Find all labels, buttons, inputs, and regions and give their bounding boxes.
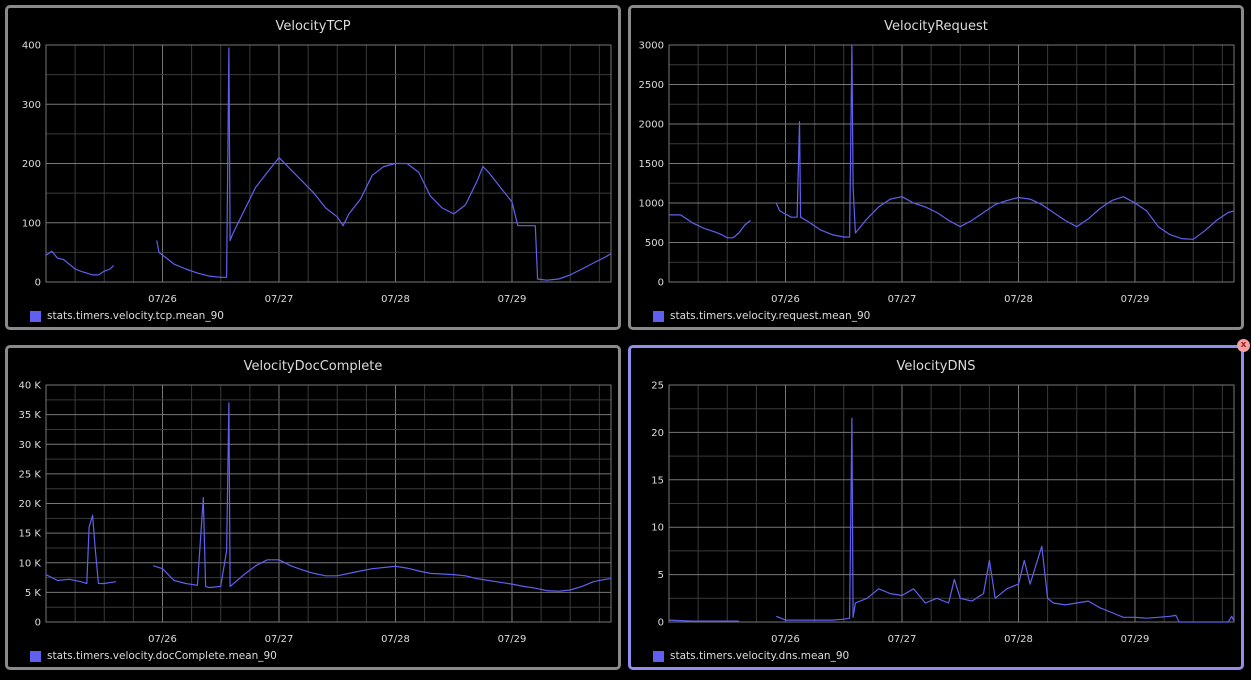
chart-plot: 0 5 K 10 K 15 K 20 K 25 K 30 K 35 K 40 K 07/26 07/…	[19, 381, 612, 645]
y-tick-label: 0	[35, 278, 41, 289]
y-tick-label: 200	[22, 159, 41, 170]
x-tick-label: 07/28	[381, 294, 410, 305]
y-tick-label: 300	[22, 100, 41, 111]
x-tick-label: 07/29	[1121, 294, 1150, 305]
x-tick-label: 07/29	[498, 294, 527, 305]
series-line	[669, 214, 751, 239]
legend-swatch	[30, 650, 41, 662]
y-tick-label: 0	[658, 278, 664, 289]
y-tick-label: 1500	[639, 159, 664, 170]
x-tick-label: 07/27	[888, 634, 917, 645]
legend-swatch	[653, 310, 664, 322]
y-tick-label: 0	[658, 618, 664, 629]
y-tick-label: 500	[645, 238, 664, 249]
y-tick-label: 10	[651, 523, 664, 534]
plot-frame	[45, 384, 612, 623]
y-tick-label: 400	[22, 41, 41, 52]
legend-swatch	[30, 310, 41, 322]
series-line	[156, 47, 612, 281]
x-tick-label: 07/29	[1121, 634, 1150, 645]
x-tick-label: 07/29	[498, 634, 527, 645]
chart-title: VelocityDocComplete	[243, 359, 383, 374]
y-tick-label: 25	[651, 381, 664, 392]
y-tick-label: 15 K	[19, 529, 42, 540]
x-tick-label: 07/28	[1004, 294, 1033, 305]
series-line	[775, 44, 1235, 240]
chart-title: VelocityTCP	[275, 19, 351, 34]
chart-title: VelocityRequest	[884, 19, 988, 34]
y-tick-label: 40 K	[19, 381, 42, 392]
y-tick-label: 0	[35, 618, 41, 629]
legend-label: stats.timers.velocity.tcp.mean_90	[47, 310, 224, 322]
y-tick-label: 2500	[639, 80, 664, 91]
chart-plot: 0 500 1000 1500 2000 2500 3000 07/26 07/27 07/28 0…	[639, 41, 1235, 305]
series-line	[668, 619, 739, 622]
y-tick-label: 35 K	[19, 410, 42, 421]
plot-frame	[668, 44, 1235, 283]
legend-label: stats.timers.velocity.docComplete.mean_9…	[47, 650, 277, 662]
y-tick-label: 15	[651, 475, 664, 486]
y-tick-label: 5	[658, 570, 664, 581]
y-tick-label: 1000	[639, 199, 664, 210]
y-tick-label: 3000	[639, 41, 664, 52]
series-line	[775, 417, 1235, 623]
series-line	[45, 250, 115, 276]
y-tick-label: 20	[651, 428, 664, 439]
y-tick-label: 10 K	[19, 558, 42, 569]
plot-frame	[45, 44, 612, 283]
x-tick-label: 07/28	[381, 634, 410, 645]
y-tick-label: 25 K	[19, 469, 42, 480]
series-line	[153, 402, 612, 592]
x-tick-label: 07/28	[1004, 634, 1033, 645]
x-tick-label: 07/27	[265, 294, 294, 305]
chart-panel-velocity-doccomplete[interactable]: VelocityDocComplete 0 5 K 10 K 15 K 20 K 25 K…	[5, 345, 621, 670]
legend-label: stats.timers.velocity.dns.mean_90	[670, 650, 850, 662]
y-tick-label: 100	[22, 218, 41, 229]
chart-panel-velocity-request[interactable]: VelocityRequest 0 500 1000 1500 2000 2500 3000…	[628, 5, 1244, 330]
series-line	[45, 514, 116, 585]
close-icon[interactable]: x	[1237, 339, 1250, 352]
chart-panel-velocity-tcp[interactable]: VelocityTCP 0 100 200 300 400 07/26 07/27 07/28…	[5, 5, 621, 330]
legend-label: stats.timers.velocity.request.mean_90	[670, 310, 871, 322]
chart-title: VelocityDNS	[896, 359, 976, 374]
chart-plot: 0 100 200 300 400 07/26 07/27 07/28 07/29	[22, 41, 612, 305]
chart-legend: stats.timers.velocity.dns.mean_90	[653, 650, 849, 662]
y-tick-label: 20 K	[19, 499, 42, 510]
chart-legend: stats.timers.velocity.tcp.mean_90	[30, 310, 224, 322]
plot-frame	[668, 384, 1235, 623]
chart-legend: stats.timers.velocity.request.mean_90	[653, 310, 870, 322]
chart-legend: stats.timers.velocity.docComplete.mean_9…	[30, 650, 277, 662]
y-tick-label: 2000	[639, 120, 664, 131]
chart-plot: 0 5 10 15 20 25 07/26 07/27 07/28 07/29	[651, 381, 1235, 645]
legend-swatch	[653, 650, 664, 662]
x-tick-label: 07/27	[265, 634, 294, 645]
x-tick-label: 07/26	[771, 294, 800, 305]
x-tick-label: 07/27	[888, 294, 917, 305]
x-tick-label: 07/26	[148, 634, 177, 645]
x-tick-label: 07/26	[148, 294, 177, 305]
chart-panel-velocity-dns[interactable]: VelocityDNS 0 5 10 15 20 25 07/26 07/27 07/28 07/…	[628, 339, 1250, 670]
y-tick-label: 5 K	[25, 588, 42, 599]
x-tick-label: 07/26	[771, 634, 800, 645]
y-tick-label: 30 K	[19, 440, 42, 451]
